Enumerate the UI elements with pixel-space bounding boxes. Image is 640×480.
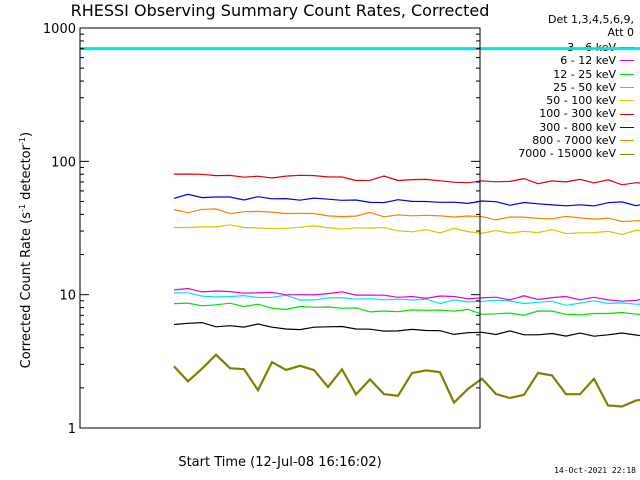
legend-item: 50 - 100 keV bbox=[518, 94, 634, 107]
legend-label: 800 - 7000 keV bbox=[532, 134, 616, 148]
y-tick-label: 1000 bbox=[43, 22, 76, 37]
series-line bbox=[173, 287, 640, 302]
series-line bbox=[174, 292, 640, 306]
y-tick-label: 10 bbox=[59, 289, 76, 304]
x-axis-label: Start Time (12-Jul-08 16:16:02) bbox=[178, 455, 382, 470]
legend-item: 25 - 50 keV bbox=[518, 81, 634, 94]
legend-swatch bbox=[620, 87, 634, 89]
series-line bbox=[173, 302, 640, 316]
legend-item: 100 - 300 keV bbox=[518, 107, 634, 120]
legend-swatch bbox=[620, 153, 634, 155]
legend-header: Det 1,3,4,5,6,9, Att 0 bbox=[548, 13, 634, 39]
legend-label: 25 - 50 keV bbox=[553, 80, 616, 94]
legend-item: 800 - 7000 keV bbox=[518, 134, 634, 147]
plot-frame bbox=[79, 27, 481, 429]
chart-title: RHESSI Observing Summary Count Rates, Co… bbox=[70, 1, 490, 20]
plot-timestamp: 14-Oct-2021 22:18 bbox=[554, 466, 636, 475]
attenuator-state: Att 0 bbox=[607, 26, 634, 39]
y-axis-label: Corrected Count Rate (s-1 detector-1) bbox=[17, 131, 35, 369]
legend-swatch bbox=[620, 100, 634, 102]
detector-list: Det 1,3,4,5,6,9, bbox=[547, 13, 634, 26]
legend-label: 12 - 25 keV bbox=[553, 67, 616, 81]
legend-item: 300 - 800 keV bbox=[518, 121, 634, 134]
legend-swatch bbox=[620, 60, 634, 62]
legend-label: 100 - 300 keV bbox=[539, 107, 616, 121]
series-line bbox=[173, 353, 640, 408]
legend-swatch bbox=[620, 140, 634, 142]
legend-label: 50 - 100 keV bbox=[546, 94, 616, 108]
legend-label: 6 - 12 keV bbox=[560, 54, 616, 68]
legend-item: 12 - 25 keV bbox=[518, 68, 634, 81]
y-tick-label: 100 bbox=[51, 155, 76, 170]
legend-label: 7000 - 15000 keV bbox=[518, 147, 616, 161]
legend-swatch bbox=[620, 126, 634, 128]
series-line bbox=[173, 193, 640, 207]
legend-item: 7000 - 15000 keV bbox=[518, 147, 634, 160]
legend-swatch bbox=[620, 113, 634, 115]
legend-swatch bbox=[620, 73, 634, 75]
y-tick-label: 1 bbox=[68, 422, 76, 437]
series-line bbox=[173, 173, 640, 186]
legend-item: 6 - 12 keV bbox=[518, 54, 634, 67]
legend-label: 300 - 800 keV bbox=[539, 120, 616, 134]
